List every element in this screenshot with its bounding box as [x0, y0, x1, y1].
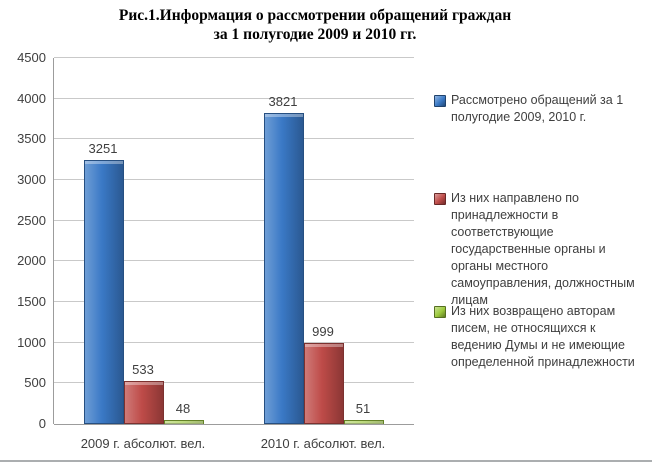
gridline — [54, 260, 414, 262]
gridline — [54, 219, 414, 221]
legend-swatch-icon — [434, 306, 446, 318]
legend-swatch-icon — [434, 95, 446, 107]
y-tick-label: 1000 — [17, 334, 46, 350]
gridline — [54, 341, 414, 343]
bar-value-label: 3251 — [88, 141, 118, 156]
bar — [264, 113, 304, 424]
bar — [164, 420, 204, 424]
bar — [84, 160, 124, 424]
chart-title-line1: Рис.1.Информация о рассмотрении обращени… — [118, 7, 512, 24]
y-tick-label: 1500 — [17, 294, 46, 309]
y-tick-label: 3500 — [17, 131, 46, 147]
gridline — [54, 382, 414, 384]
x-axis-line — [54, 424, 414, 425]
legend-item: Из них направлено по принадлежности в со… — [434, 190, 651, 309]
bottom-divider — [0, 460, 652, 462]
legend-item-label: Из них возвращено авторам писем, не отно… — [451, 304, 635, 369]
bar-value-label: 999 — [312, 324, 334, 339]
y-tick-label: 3000 — [17, 172, 46, 187]
chart-title: Рис.1.Информация о рассмотрении обращени… — [0, 6, 630, 44]
gridline — [54, 301, 414, 302]
y-tick-label: 500 — [24, 375, 46, 391]
bar — [344, 420, 384, 424]
gridline — [54, 57, 414, 58]
legend-item: Рассмотрено обращений за 1 полугодие 200… — [434, 92, 651, 126]
y-tick-label: 4500 — [17, 50, 46, 65]
bar-value-label: 51 — [355, 401, 371, 416]
x-category-label: 2009 г. абсолют. вел. — [80, 436, 206, 451]
bar-value-label: 533 — [132, 362, 154, 377]
bar — [124, 381, 164, 424]
chart-title-line2: за 1 полугодие 2009 и 2010 гг. — [213, 26, 417, 43]
gridline — [54, 138, 414, 140]
y-tick-label: 2000 — [17, 253, 46, 269]
plot-area — [53, 57, 414, 425]
legend-swatch-icon — [434, 193, 446, 205]
legend-item: Из них возвращено авторам писем, не отно… — [434, 303, 651, 371]
y-tick-label: 0 — [38, 416, 46, 431]
y-tick-label: 2500 — [17, 212, 46, 228]
gridline — [54, 179, 414, 180]
bar-value-label: 3821 — [268, 94, 298, 109]
y-tick-label: 4000 — [17, 90, 46, 106]
gridline — [54, 97, 414, 99]
bar-value-label: 48 — [175, 401, 191, 416]
legend-item-label: Из них направлено по принадлежности в со… — [451, 191, 635, 307]
x-category-label: 2010 г. абсолют. вел. — [260, 436, 386, 451]
bar — [304, 343, 344, 424]
legend-item-label: Рассмотрено обращений за 1 полугодие 200… — [451, 93, 624, 124]
